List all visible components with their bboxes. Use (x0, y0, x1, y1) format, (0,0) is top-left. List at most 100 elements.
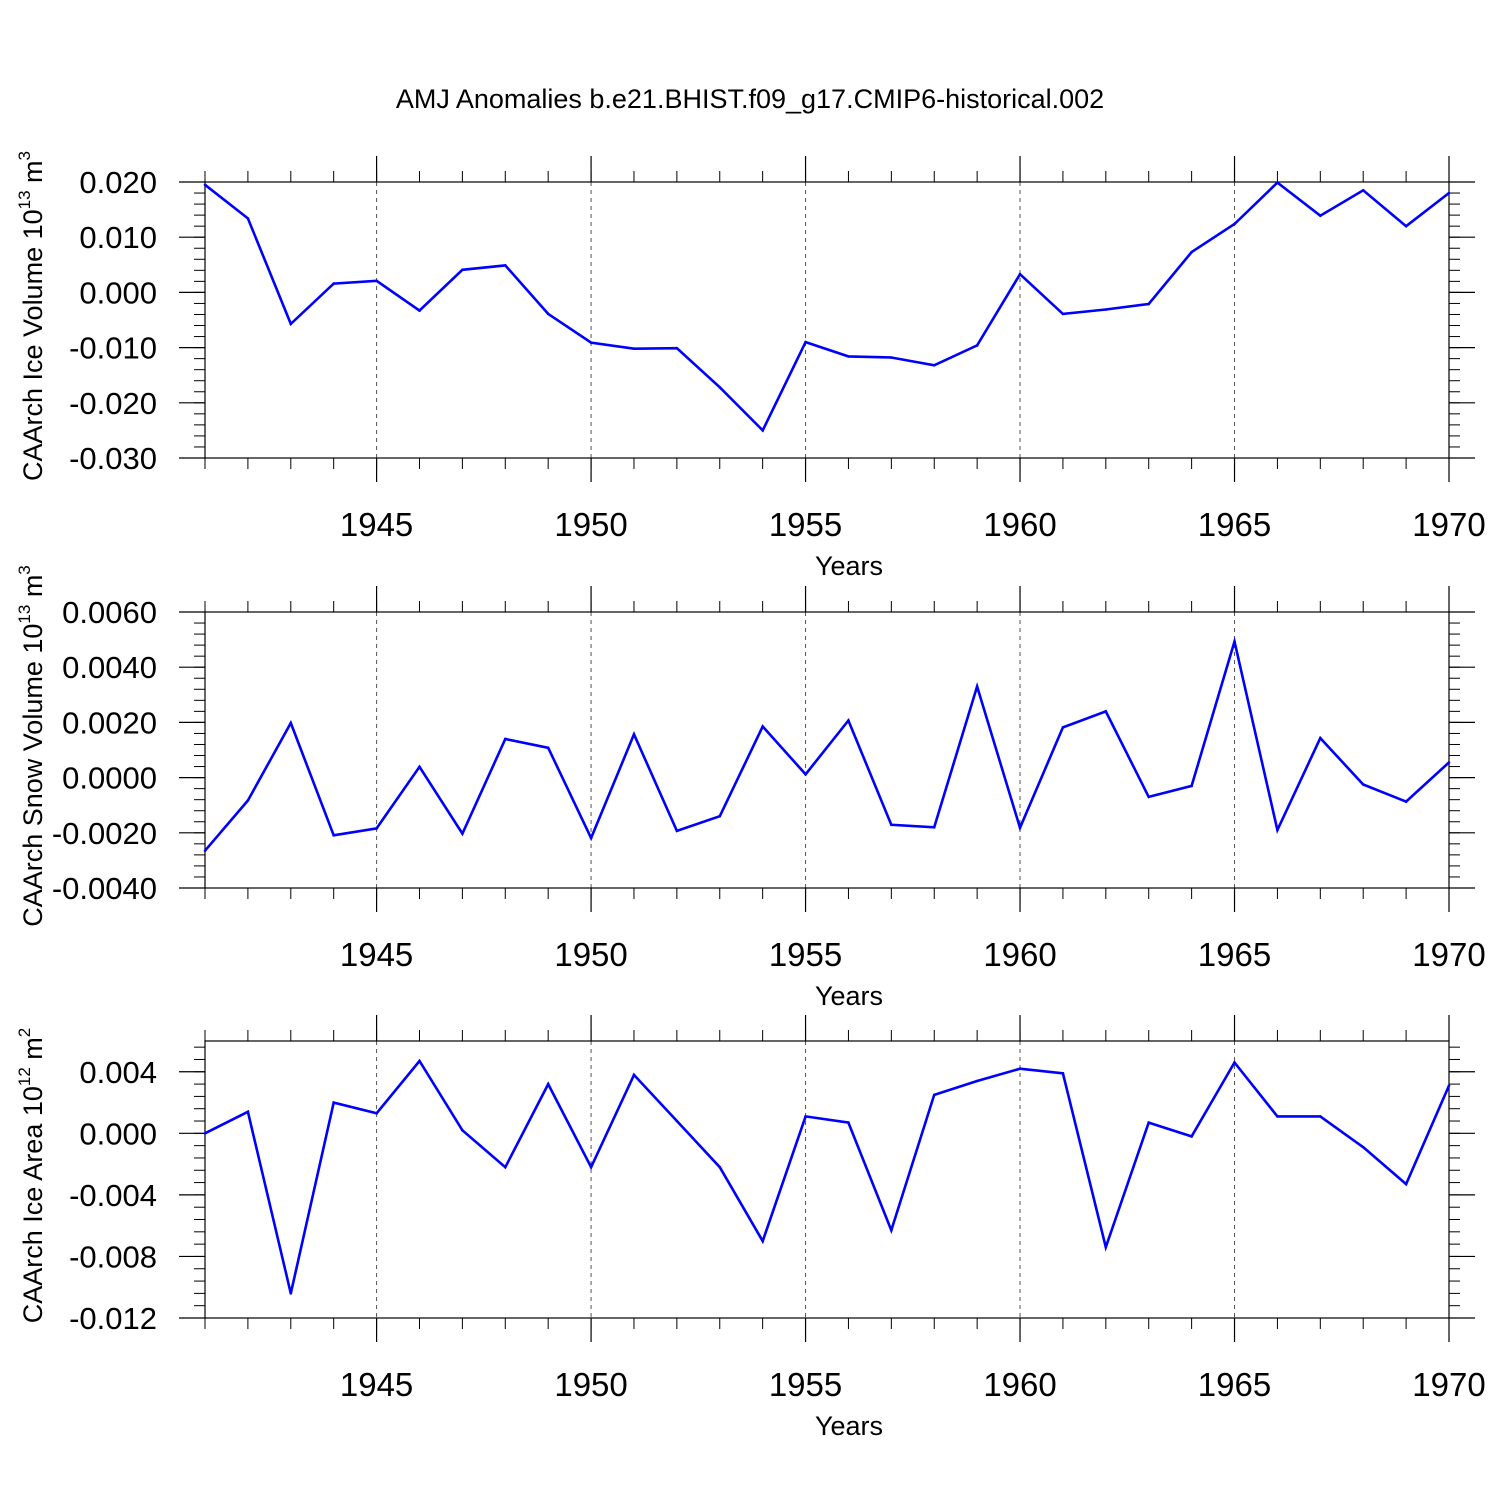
data-point (1404, 800, 1408, 803)
data-point (375, 827, 378, 830)
data-point (804, 340, 807, 344)
data-point (375, 1112, 378, 1115)
y-axis-label-ylabel-unit-exp: 3 (15, 565, 34, 574)
data-point (1061, 1072, 1065, 1075)
data-point (761, 429, 764, 432)
x-tick-label: 1965 (1198, 1366, 1271, 1403)
x-axis-label: Years (815, 1411, 883, 1441)
data-point (332, 833, 335, 837)
data-point (332, 1101, 335, 1104)
data-point (718, 386, 722, 389)
x-tick-label: 1955 (769, 1366, 842, 1403)
y-axis-label: CAArch Snow Volume 1013 m3 (15, 565, 48, 927)
y-axis-label-ylabel-unit-exp: 3 (15, 151, 34, 160)
x-tick-label: 1955 (769, 936, 842, 973)
y-tick-label: -0.020 (69, 386, 157, 421)
data-point (1190, 250, 1193, 254)
x-tick-label: 1945 (340, 506, 413, 543)
x-axis-label: Years (815, 551, 883, 581)
data-point (1061, 312, 1065, 316)
x-tick-label: 1970 (1412, 1366, 1485, 1403)
y-axis-label-ylabel-main: CAArch Ice Area 10 (18, 1086, 48, 1323)
data-point (761, 1239, 764, 1243)
data-point (804, 1115, 807, 1118)
data-point (1104, 308, 1108, 311)
data-point (1147, 1121, 1151, 1124)
data-point (1447, 191, 1451, 195)
data-point (975, 344, 979, 347)
data-point (418, 765, 421, 769)
data-point (1361, 783, 1365, 786)
data-point (890, 356, 893, 359)
data-point (1018, 1067, 1022, 1070)
data-point (1319, 1115, 1322, 1118)
data-point (1361, 188, 1365, 192)
data-point (461, 268, 464, 272)
data-point (1104, 1245, 1108, 1249)
plot-frame (204, 181, 1450, 459)
data-point (890, 1228, 893, 1232)
data-point (546, 1082, 550, 1086)
y-tick-label: -0.012 (69, 1301, 157, 1336)
data-point (289, 1292, 293, 1295)
data-point (932, 825, 936, 829)
data-point (1233, 640, 1236, 643)
y-tick-label: 0.000 (79, 1116, 157, 1151)
y-axis-label-ylabel-exp: 13 (15, 190, 34, 209)
data-point (546, 746, 550, 750)
data-point (289, 721, 293, 725)
x-tick-label: 1960 (983, 506, 1056, 543)
data-point (1276, 181, 1279, 184)
data-point (1319, 214, 1322, 217)
data-point (1104, 710, 1108, 713)
data-point (332, 282, 335, 285)
x-tick-label: 1950 (554, 506, 627, 543)
y-tick-label: -0.0020 (52, 816, 157, 851)
data-point (632, 1073, 636, 1077)
plot-frame (204, 611, 1450, 889)
x-tick-label: 1950 (554, 1366, 627, 1403)
data-point (1190, 784, 1193, 788)
data-point (847, 355, 850, 358)
data-point (1018, 826, 1022, 830)
data-point (418, 1059, 421, 1063)
data-point (503, 1165, 507, 1169)
y-tick-label: -0.010 (69, 331, 157, 366)
data-point (932, 363, 936, 367)
y-axis-label-ylabel-main: CAArch Snow Volume 10 (18, 624, 48, 927)
data-point (461, 1128, 464, 1132)
data-point (847, 1121, 850, 1124)
data-point (890, 823, 893, 827)
data-point (761, 725, 764, 728)
x-tick-label: 1960 (983, 1366, 1056, 1403)
data-point (375, 279, 378, 283)
data-point (203, 183, 207, 187)
y-axis-label-ylabel-exp: 13 (15, 605, 34, 624)
x-tick-label: 1945 (340, 1366, 413, 1403)
data-point (932, 1093, 936, 1097)
data-point (847, 719, 850, 722)
y-axis-label-ylabel-unit-exp: 2 (15, 1028, 34, 1037)
series-line (204, 1058, 1451, 1294)
x-axis-label: Years (815, 981, 883, 1011)
data-point (1319, 736, 1322, 740)
y-axis-label: CAArch Ice Volume 1013 m3 (15, 151, 48, 481)
data-point (1361, 1145, 1365, 1149)
data-point (675, 346, 679, 350)
y-tick-label: 0.0020 (62, 705, 157, 740)
x-tick-label: 1960 (983, 936, 1056, 973)
x-tick-label: 1955 (769, 506, 842, 543)
y-tick-label: -0.030 (69, 441, 157, 476)
data-point (1147, 795, 1151, 799)
y-axis-label-ylabel-main: CAArch Ice Volume 10 (18, 209, 48, 481)
panel-2: 1945 1950 1955 1960 1965 1970 -0.0040 -0.0020 0.… (15, 565, 1486, 1011)
y-tick-label: -0.008 (69, 1239, 157, 1274)
y-tick-label: 0.004 (79, 1055, 157, 1090)
x-tick-label: 1945 (340, 936, 413, 973)
data-point (461, 832, 464, 835)
series-line (204, 180, 1450, 433)
data-point (718, 1165, 722, 1169)
data-point (675, 1119, 679, 1123)
